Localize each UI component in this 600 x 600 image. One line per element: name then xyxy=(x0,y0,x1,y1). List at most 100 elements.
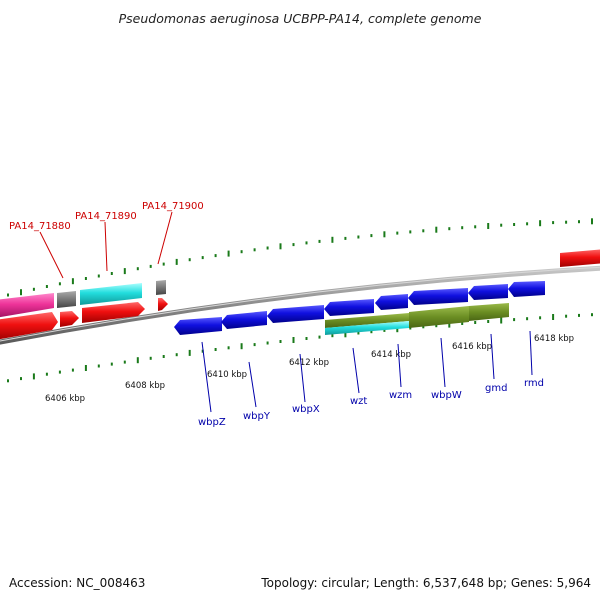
minor-tick xyxy=(214,254,217,258)
minor-tick xyxy=(84,277,87,280)
major-tick xyxy=(552,314,555,320)
minor-tick xyxy=(474,225,477,229)
lower-gene-labels xyxy=(201,330,533,413)
minor-tick xyxy=(331,334,334,338)
gene-wzt[interactable] xyxy=(324,299,374,316)
gene-label-wzt[interactable]: wzt xyxy=(350,396,367,407)
major-tick xyxy=(487,223,490,229)
minor-tick xyxy=(253,248,256,252)
gene-label-wbpW[interactable]: wbpW xyxy=(431,390,462,401)
minor-tick xyxy=(318,239,321,243)
major-tick xyxy=(292,337,295,343)
minor-tick xyxy=(552,221,555,225)
upper-tick-ring xyxy=(7,218,593,297)
gene-wbpW[interactable] xyxy=(408,288,468,305)
gene-wbpZ[interactable] xyxy=(174,317,222,335)
feature-cyan-2[interactable] xyxy=(325,321,409,335)
minor-tick xyxy=(396,231,399,235)
leader-line xyxy=(440,337,446,388)
gene-label-wbpZ[interactable]: wbpZ xyxy=(198,417,226,428)
minor-tick xyxy=(357,235,360,239)
feature-olive-1[interactable] xyxy=(325,313,409,328)
minor-tick xyxy=(240,250,243,254)
feature-olive-2[interactable] xyxy=(409,306,469,328)
gene-label-wbpX[interactable]: wbpX xyxy=(292,404,320,415)
minor-tick xyxy=(188,258,191,262)
gene-red-3[interactable] xyxy=(82,302,145,323)
minor-tick xyxy=(357,331,360,335)
major-tick xyxy=(500,317,503,324)
minor-tick xyxy=(526,317,529,321)
map-title: Pseudomonas aeruginosa UCBPP-PA14, compl… xyxy=(119,11,482,26)
minor-tick xyxy=(149,356,152,360)
scale-label: 6406 kbp xyxy=(45,394,85,404)
minor-tick xyxy=(201,256,204,260)
gene-rmd[interactable] xyxy=(508,281,545,297)
gene-label-wzm[interactable]: wzm xyxy=(389,390,412,401)
minor-tick xyxy=(175,353,178,357)
gene-red-4[interactable] xyxy=(158,298,168,311)
minor-tick xyxy=(565,314,568,318)
leader-line xyxy=(490,333,495,380)
minor-tick xyxy=(422,325,425,329)
minor-tick xyxy=(578,313,580,317)
scale-label: 6414 kbp xyxy=(371,350,411,360)
minor-tick xyxy=(513,318,516,322)
minor-tick xyxy=(110,362,113,366)
feature-olive-3[interactable] xyxy=(469,303,509,321)
gene-label-gmd[interactable]: gmd xyxy=(485,383,507,394)
genome-backbone xyxy=(0,265,600,345)
minor-tick xyxy=(110,272,113,275)
major-tick xyxy=(279,243,282,250)
gene-red-2[interactable] xyxy=(60,311,79,327)
major-tick xyxy=(20,289,22,296)
minor-tick xyxy=(435,324,438,328)
lower-strand-genes xyxy=(174,281,545,335)
minor-tick xyxy=(448,227,451,231)
gene-gray-2[interactable] xyxy=(156,280,166,295)
major-tick xyxy=(331,236,334,243)
gene-label-pa14-71890[interactable]: PA14_71890 xyxy=(75,211,137,222)
gene-wbpY[interactable] xyxy=(221,311,267,329)
gene-label-wbpY[interactable]: wbpY xyxy=(243,411,271,422)
leader-line xyxy=(397,343,402,388)
upper-strand-genes xyxy=(0,249,600,340)
minor-tick xyxy=(409,230,412,234)
major-tick xyxy=(175,258,178,265)
minor-tick xyxy=(279,340,282,343)
gene-cyan-1[interactable] xyxy=(80,283,142,305)
gene-wbpX[interactable] xyxy=(267,305,324,323)
gene-label-pa14-71880[interactable]: PA14_71880 xyxy=(9,221,71,232)
gene-red-upper[interactable] xyxy=(560,249,600,267)
minor-tick xyxy=(123,360,126,364)
topology-text: Topology: circular; Length: 6,537,648 bp… xyxy=(260,576,591,590)
major-tick xyxy=(383,231,386,238)
minor-tick xyxy=(45,285,48,288)
minor-tick xyxy=(71,368,74,372)
minor-tick xyxy=(370,330,373,334)
gene-red-1[interactable] xyxy=(0,312,58,340)
leader-line xyxy=(529,330,533,376)
upper-gene-labels xyxy=(39,211,173,279)
scale-label: 6418 kbp xyxy=(534,334,574,344)
minor-tick xyxy=(305,241,308,245)
major-tick xyxy=(84,365,87,371)
gene-magenta-1[interactable] xyxy=(0,293,54,318)
minor-tick xyxy=(7,379,9,383)
gene-wzm[interactable] xyxy=(375,294,408,310)
major-tick xyxy=(32,373,35,380)
accession-text: Accession: NC_008463 xyxy=(9,576,145,590)
gene-label-rmd[interactable]: rmd xyxy=(524,378,544,389)
minor-tick xyxy=(149,264,152,268)
minor-tick xyxy=(513,223,516,226)
minor-tick xyxy=(539,316,542,320)
minor-tick xyxy=(422,229,425,233)
gene-gray-1[interactable] xyxy=(57,291,76,308)
leader-line xyxy=(201,341,212,413)
minor-tick xyxy=(578,220,580,224)
minor-tick xyxy=(461,226,464,230)
minor-tick xyxy=(487,320,490,323)
gene-gmd[interactable] xyxy=(468,284,508,300)
gene-label-pa14-71900[interactable]: PA14_71900 xyxy=(142,201,204,212)
minor-tick xyxy=(383,328,386,332)
